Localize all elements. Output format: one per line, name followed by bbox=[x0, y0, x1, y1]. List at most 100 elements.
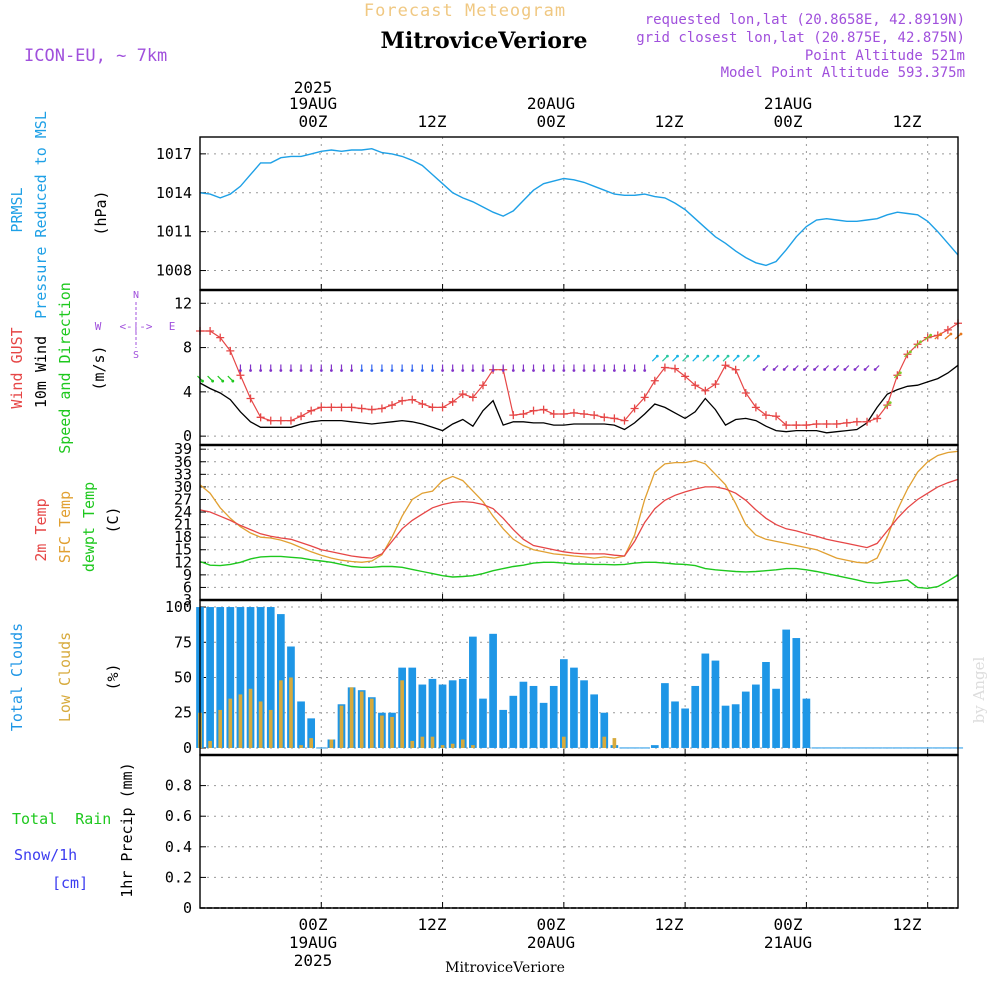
clouds-ytick-label: 25 bbox=[174, 704, 192, 722]
precipitation-panel: 0 0.2 0.4 0.6 0.8 bbox=[165, 755, 958, 917]
gust-marker bbox=[226, 346, 235, 355]
precipitation-ytick-label: 0.6 bbox=[165, 807, 192, 825]
gust-marker bbox=[721, 361, 730, 370]
wind-dir-arrowhead bbox=[823, 368, 827, 371]
gust-marker bbox=[256, 413, 265, 422]
temp-unit: (C) bbox=[104, 506, 122, 533]
wind-dir-arrowhead bbox=[919, 340, 922, 344]
total-cloud-bar bbox=[701, 653, 710, 748]
top-tick-12z-2: 12Z bbox=[655, 112, 684, 131]
wind-dir-arrowhead bbox=[863, 368, 867, 371]
wind-dir-arrowhead bbox=[762, 368, 766, 371]
gust-marker bbox=[448, 397, 457, 406]
wind-dir-arrowhead bbox=[833, 368, 837, 371]
gust-marker bbox=[943, 325, 952, 334]
gust-marker bbox=[650, 376, 659, 385]
precipitation-ytick-label: 0.8 bbox=[165, 777, 192, 795]
wind-dir-arrowhead bbox=[562, 369, 566, 372]
total-cloud-bar bbox=[600, 712, 609, 748]
wind-dir-arrowhead bbox=[231, 379, 235, 383]
wind-ytick-label: 8 bbox=[183, 339, 192, 357]
wind-dir-arrowhead bbox=[289, 369, 293, 372]
wind-label-dir: Speed and Direction bbox=[56, 282, 74, 454]
gust-marker bbox=[761, 411, 770, 420]
gust-marker bbox=[852, 417, 861, 426]
gust-marker bbox=[630, 404, 639, 413]
low-cloud-bar bbox=[400, 680, 404, 748]
wind-dir-arrowhead bbox=[746, 354, 750, 358]
bottom-tick-12z-1: 12Z bbox=[418, 915, 447, 934]
panels: 1008101110141017048123691215182124273033… bbox=[156, 136, 964, 917]
compass-s: S bbox=[133, 350, 139, 361]
gust-marker bbox=[297, 412, 306, 421]
wind-dir-arrowhead bbox=[211, 379, 215, 383]
total-cloud-bar bbox=[721, 705, 730, 748]
low-cloud-bar bbox=[380, 715, 384, 748]
total-cloud-bar bbox=[216, 607, 225, 748]
low-cloud-bar bbox=[450, 743, 455, 748]
bottom-tick-00z-3: 00Z bbox=[774, 915, 803, 934]
gust-marker bbox=[246, 394, 255, 403]
low-cloud-bar bbox=[390, 716, 394, 748]
total-cloud-bar bbox=[307, 718, 316, 748]
wind-dir-arrowhead bbox=[612, 369, 616, 372]
cloud-unit: (%) bbox=[104, 663, 122, 690]
clouds-panel: 0 25 50 75 100 bbox=[165, 598, 964, 757]
total-cloud-bar bbox=[549, 685, 558, 748]
gust-marker bbox=[701, 386, 710, 395]
temperature-ytick-label: 39 bbox=[174, 440, 192, 458]
gust-marker bbox=[418, 400, 427, 409]
wind-dir-arrowhead bbox=[390, 369, 394, 372]
wind-dir-arrowhead bbox=[259, 369, 263, 372]
wind-unit: (m/s) bbox=[90, 345, 108, 390]
wind-dir-arrowhead bbox=[696, 354, 700, 358]
gust-marker bbox=[832, 419, 841, 428]
low-cloud-bar bbox=[218, 709, 223, 748]
watermark: by Angel bbox=[970, 656, 988, 723]
wind-dir-arrowhead bbox=[666, 354, 669, 358]
total-cloud-bar bbox=[408, 667, 417, 748]
wind-dir-arrowhead bbox=[360, 369, 364, 372]
wind-dir-arrowhead bbox=[249, 369, 252, 372]
wind-dir-arrowhead bbox=[532, 369, 535, 372]
low-cloud-bar bbox=[359, 691, 364, 748]
pressure-label-desc: Pressure Reduced to MSL bbox=[32, 111, 50, 319]
low-cloud-bar bbox=[279, 680, 283, 748]
low-cloud-bar bbox=[562, 736, 566, 748]
bottom-date-21aug: 21AUG bbox=[764, 933, 812, 952]
wind-dir-arrowhead bbox=[676, 354, 679, 358]
low-cloud-bar bbox=[329, 739, 334, 748]
wind-dir-arrowhead bbox=[279, 369, 283, 372]
pressure-line bbox=[199, 147, 959, 267]
gust-marker bbox=[600, 413, 609, 422]
wind-dir-arrowhead bbox=[873, 368, 877, 371]
precip-label-snow: Snow/1h bbox=[14, 846, 77, 864]
gust-marker bbox=[377, 404, 386, 413]
low-cloud-bar bbox=[471, 745, 475, 748]
pressure-ytick-label: 1011 bbox=[156, 223, 192, 241]
gust-marker bbox=[206, 326, 215, 335]
gust-marker bbox=[842, 418, 851, 427]
total-cloud-bar bbox=[499, 709, 508, 748]
gust-marker bbox=[640, 393, 649, 402]
temperature-ytick-label: 30 bbox=[174, 478, 192, 496]
top-tick-00z-3: 00Z bbox=[774, 112, 803, 131]
wind-ytick-label: 4 bbox=[183, 383, 192, 401]
precipitation-ytick-label: 0.4 bbox=[165, 838, 192, 856]
wind-dir-arrowhead bbox=[340, 369, 343, 372]
chart-title: Forecast Meteogram bbox=[364, 1, 566, 21]
top-date-20aug: 20AUG bbox=[527, 94, 575, 113]
wind-dir-arrowhead bbox=[491, 369, 495, 372]
wind-dir-arrowhead bbox=[350, 369, 353, 372]
pressure-ytick-label: 1017 bbox=[156, 145, 192, 163]
bottom-tick-12z-3: 12Z bbox=[893, 915, 922, 934]
low-cloud-bar bbox=[248, 688, 253, 748]
wind-dir-arrowhead bbox=[959, 332, 963, 336]
top-year-label: 2025 bbox=[294, 78, 333, 97]
model-name: ICON-EU, ~ 7km bbox=[24, 46, 167, 66]
wind-dir-arrowhead bbox=[633, 369, 636, 372]
low-cloud-bar bbox=[339, 705, 344, 748]
gust-marker bbox=[620, 416, 629, 425]
gust-marker bbox=[610, 414, 619, 423]
